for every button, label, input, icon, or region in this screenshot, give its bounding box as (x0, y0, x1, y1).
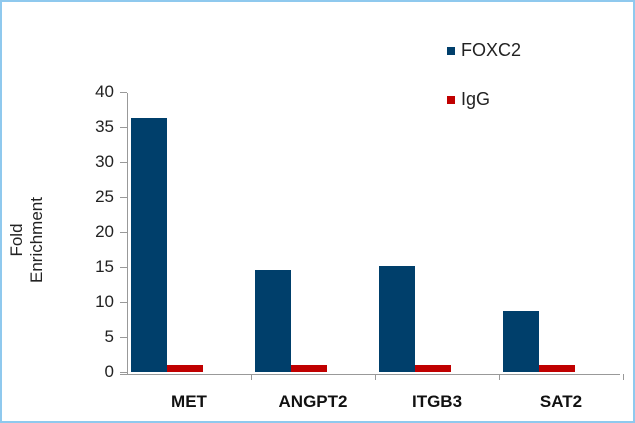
y-tick-label: 25 (95, 187, 114, 206)
y-tick-mark (120, 127, 127, 128)
bar-foxc2-itgb3 (379, 266, 415, 372)
y-tick-mark (120, 267, 127, 268)
bar-foxc2-sat2 (503, 311, 539, 372)
x-tick-mark (375, 374, 376, 380)
bar-igg-sat2 (539, 365, 575, 372)
y-tick-mark (120, 302, 127, 303)
y-axis-label: Fold Enrichment (7, 197, 46, 283)
x-tick-mark (251, 374, 252, 380)
y-tick-label: 40 (95, 82, 114, 101)
y-tick-mark (120, 197, 127, 198)
y-tick-label: 15 (95, 257, 114, 276)
legend-label-foxc2: FOXC2 (461, 40, 522, 60)
x-category-label: ITGB3 (411, 392, 463, 411)
legend-label-igg: IgG (461, 89, 491, 109)
bar-foxc2-angpt2 (255, 269, 291, 372)
y-tick-label: 5 (104, 327, 114, 346)
y-tick-mark (120, 337, 127, 338)
legend-swatch-foxc2 (447, 46, 455, 55)
x-tick-mark (623, 374, 624, 380)
y-tick-label: 35 (95, 117, 114, 136)
y-tick-mark (120, 92, 127, 93)
y-tick-label: 0 (104, 362, 114, 381)
y-tick-mark (120, 162, 127, 163)
legend-item-igg: IgG (447, 89, 490, 110)
bar-foxc2-met (131, 117, 167, 372)
bar-igg-angpt2 (291, 365, 327, 372)
y-axis-line (127, 93, 128, 375)
bar-igg-met (167, 365, 203, 372)
y-tick-label: 10 (95, 292, 114, 311)
legend-item-foxc2: FOXC2 (447, 40, 521, 61)
bar-igg-itgb3 (415, 365, 451, 372)
y-tick-label: 30 (95, 152, 114, 171)
x-category-label: MET (171, 392, 207, 411)
y-tick-mark (120, 372, 127, 373)
y-tick-mark (120, 232, 127, 233)
x-category-label: SAT2 (539, 392, 583, 411)
x-tick-mark (499, 374, 500, 380)
legend-swatch-igg (447, 95, 455, 104)
x-axis-line (120, 374, 620, 375)
y-tick-label: 20 (95, 222, 114, 241)
x-category-label: ANGPT2 (278, 392, 348, 411)
